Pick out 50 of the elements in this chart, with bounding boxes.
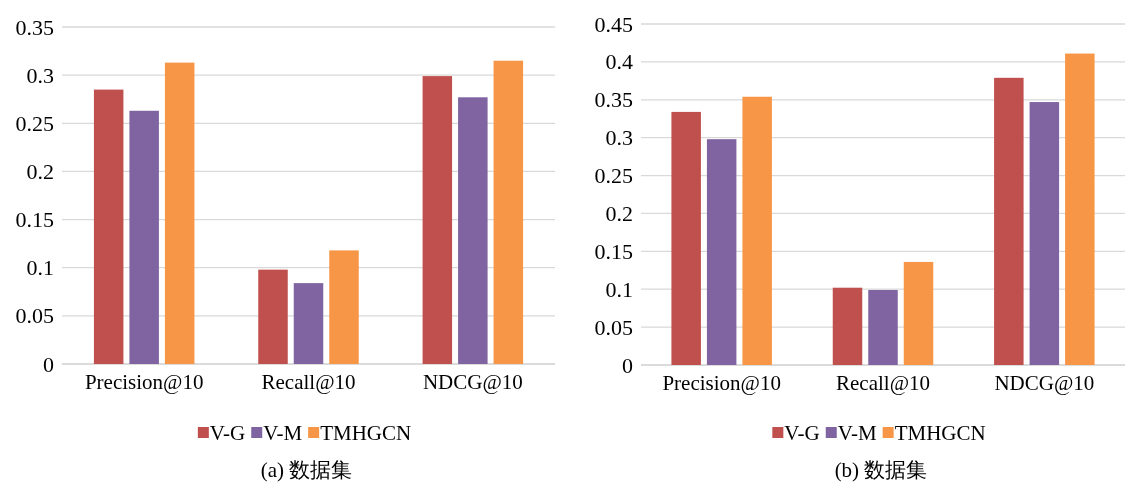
y-tick-label: 0 [622,352,633,378]
bar [1029,102,1060,365]
bar [742,96,772,365]
text: (b) 数据集 [834,458,928,482]
x-tick-label: Precision@10 [84,370,204,394]
bar [1065,53,1095,365]
x-tick-label: NDCG@10 [422,370,523,394]
x-tick-label: Recall@10 [261,370,356,394]
bar [93,89,124,364]
x-tick-label: NDCG@10 [994,371,1095,395]
bar [293,283,324,364]
legend-label: V-G [784,421,820,445]
text: (a) 数据集 [260,458,353,482]
y-tick-label: 0.1 [26,255,54,281]
bar [706,139,737,365]
bar [164,62,195,364]
bar [832,287,863,365]
y-tick-label: 0.35 [594,87,633,113]
bar [493,60,524,364]
legend-label: TMHGCN [320,421,412,445]
y-tick-label: 0.15 [594,238,633,264]
y-tick-label: 0.15 [15,207,54,233]
y-tick-label: 0.45 [594,11,633,37]
bar [903,261,934,365]
y-tick-label: 0.3 [26,62,54,88]
bar [458,97,488,364]
bar [129,110,159,364]
y-tick-label: 0.05 [15,303,54,329]
y-tick-label: 0.25 [15,110,54,136]
y-tick-label: 0.2 [26,158,54,184]
y-tick-label: 0.4 [605,49,633,75]
bar [671,111,701,365]
y-tick-label: 0.3 [605,125,633,151]
y-tick-label: 0.2 [605,200,633,226]
y-tick-label: 0.35 [15,14,54,40]
bar [329,250,359,364]
y-tick-label: 0.1 [605,276,633,302]
y-tick-label: 0.05 [594,314,633,340]
legend-label: V-G [209,421,246,445]
y-tick-label: 0.25 [594,163,633,189]
bar [868,289,898,365]
legend-label: V-M [837,421,877,445]
legend-label: V-M [263,421,303,445]
legend-label: TMHGCN [894,421,986,445]
bar [994,77,1024,365]
x-tick-label: Recall@10 [836,371,930,395]
bar [422,76,453,364]
bar [258,269,288,364]
x-tick-label: Precision@10 [662,371,781,395]
y-tick-label: 0 [43,351,54,377]
